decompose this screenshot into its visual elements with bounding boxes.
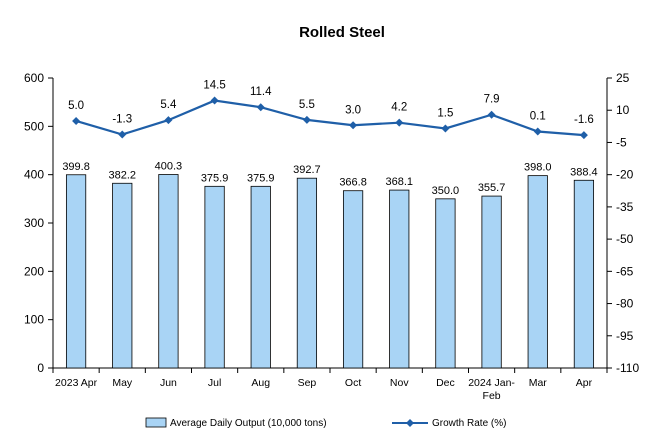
chart-title: Rolled Steel <box>299 24 385 41</box>
growth-value-label: -1.3 <box>112 113 132 125</box>
x-tick-label: 2023 Apr <box>55 377 98 389</box>
left-tick-label: 100 <box>24 313 44 327</box>
growth-point <box>579 131 588 140</box>
x-tick-label: Jun <box>160 377 177 389</box>
right-tick-label: -20 <box>616 168 634 182</box>
bar <box>204 185 225 369</box>
left-tick-label: 200 <box>24 264 44 278</box>
bar-value-label: 366.8 <box>339 177 367 189</box>
growth-value-label: 5.0 <box>68 100 84 112</box>
growth-line-path <box>75 99 585 137</box>
bar <box>296 177 318 369</box>
right-tick-label: -95 <box>616 329 634 343</box>
growth-value-label: -1.6 <box>574 114 594 126</box>
right-tick-label: 25 <box>616 71 630 85</box>
left-tick-label: 400 <box>24 168 44 182</box>
bar <box>112 182 133 369</box>
right-tick-label: -5 <box>616 135 627 149</box>
bar-value-label: 388.4 <box>570 166 598 178</box>
x-tick-labels: 2023 Apr May Jun Jul Aug Sep Oct Nov Dec 2024 Jan… <box>55 377 593 402</box>
growth-point <box>164 116 173 125</box>
growth-point <box>349 121 358 130</box>
x-tick-label: May <box>112 377 133 389</box>
bar <box>573 179 595 369</box>
growth-point <box>395 118 404 127</box>
legend-bar-swatch <box>145 417 167 428</box>
left-tick-label: 600 <box>24 71 44 85</box>
growth-point <box>533 127 542 136</box>
x-tick-label: Aug <box>251 377 270 389</box>
growth-value-label: 4.2 <box>391 102 407 114</box>
x-tick-label: Jul <box>208 377 221 389</box>
left-tick-label: 300 <box>24 216 44 230</box>
bar-value-label: 368.1 <box>385 176 413 188</box>
legend-line-marker <box>406 419 414 427</box>
growth-value-label: 11.4 <box>250 86 272 98</box>
bar-value-label: 382.2 <box>108 169 136 181</box>
growth-point <box>256 103 265 112</box>
legend-line-label: Growth Rate (%) <box>432 418 506 429</box>
right-tick-label: -50 <box>616 232 634 246</box>
growth-line <box>72 96 588 140</box>
bar-value-label: 355.7 <box>478 182 506 194</box>
growth-value-label: 5.5 <box>299 99 315 111</box>
bar-value-label: 375.9 <box>201 172 229 184</box>
bar-labels: 399.8 382.2 400.3 375.9 375.9 392.7 366.8 368.1… <box>62 161 597 197</box>
x-tick-label: Mar <box>529 377 548 389</box>
bar <box>435 198 456 369</box>
bar-value-label: 350.0 <box>432 185 460 197</box>
bar-value-label: 399.8 <box>62 161 90 173</box>
bar <box>342 190 364 369</box>
growth-point <box>487 110 496 119</box>
growth-value-label: 14.5 <box>203 80 225 92</box>
bar-value-label: 398.0 <box>524 162 552 174</box>
right-tick-label: -65 <box>616 264 634 278</box>
x-tick-label: Nov <box>390 377 409 389</box>
bar <box>250 185 271 369</box>
bar-value-label: 392.7 <box>293 164 321 176</box>
bar <box>527 175 548 369</box>
right-tick-label: -110 <box>616 361 639 375</box>
line-labels: 5.0 -1.3 5.4 14.5 11.4 5.5 3.0 4.2 1.5 7.9 0.1 -1.6 <box>68 80 594 127</box>
x-tick-label: Sep <box>298 377 317 389</box>
legend: Average Daily Output (10,000 tons) Growt… <box>145 417 506 429</box>
growth-value-label: 3.0 <box>345 104 361 116</box>
bar-value-label: 375.9 <box>247 172 275 184</box>
bar <box>158 174 179 369</box>
growth-point <box>210 96 219 105</box>
bar-value-label: 400.3 <box>155 161 183 173</box>
growth-value-label: 7.9 <box>484 94 500 106</box>
axes: 0 100 200 300 400 500 600 -110 -95 -80 -65 -50 -35 -2… <box>24 71 639 375</box>
bar <box>481 195 502 369</box>
growth-point <box>441 124 450 133</box>
x-tick-label: Apr <box>576 377 593 389</box>
x-tick-label: 2024 Jan- <box>468 377 515 389</box>
growth-value-label: 0.1 <box>530 110 546 122</box>
legend-bar-label: Average Daily Output (10,000 tons) <box>170 418 327 429</box>
growth-point <box>302 115 311 124</box>
bar <box>389 189 410 369</box>
right-tick-label: -80 <box>616 297 634 311</box>
right-tick-label: -35 <box>616 200 634 214</box>
left-tick-label: 0 <box>37 361 44 375</box>
left-tick-label: 500 <box>24 119 44 133</box>
growth-point <box>118 130 127 139</box>
x-tick-label: Oct <box>345 377 361 389</box>
bars <box>65 174 595 369</box>
x-tick-label: Dec <box>436 377 455 389</box>
growth-value-label: 1.5 <box>437 107 453 119</box>
growth-point <box>72 116 81 125</box>
growth-value-label: 5.4 <box>160 99 177 111</box>
bar <box>65 174 87 369</box>
x-tick-label: Feb <box>483 390 501 402</box>
right-tick-label: 10 <box>616 103 630 117</box>
